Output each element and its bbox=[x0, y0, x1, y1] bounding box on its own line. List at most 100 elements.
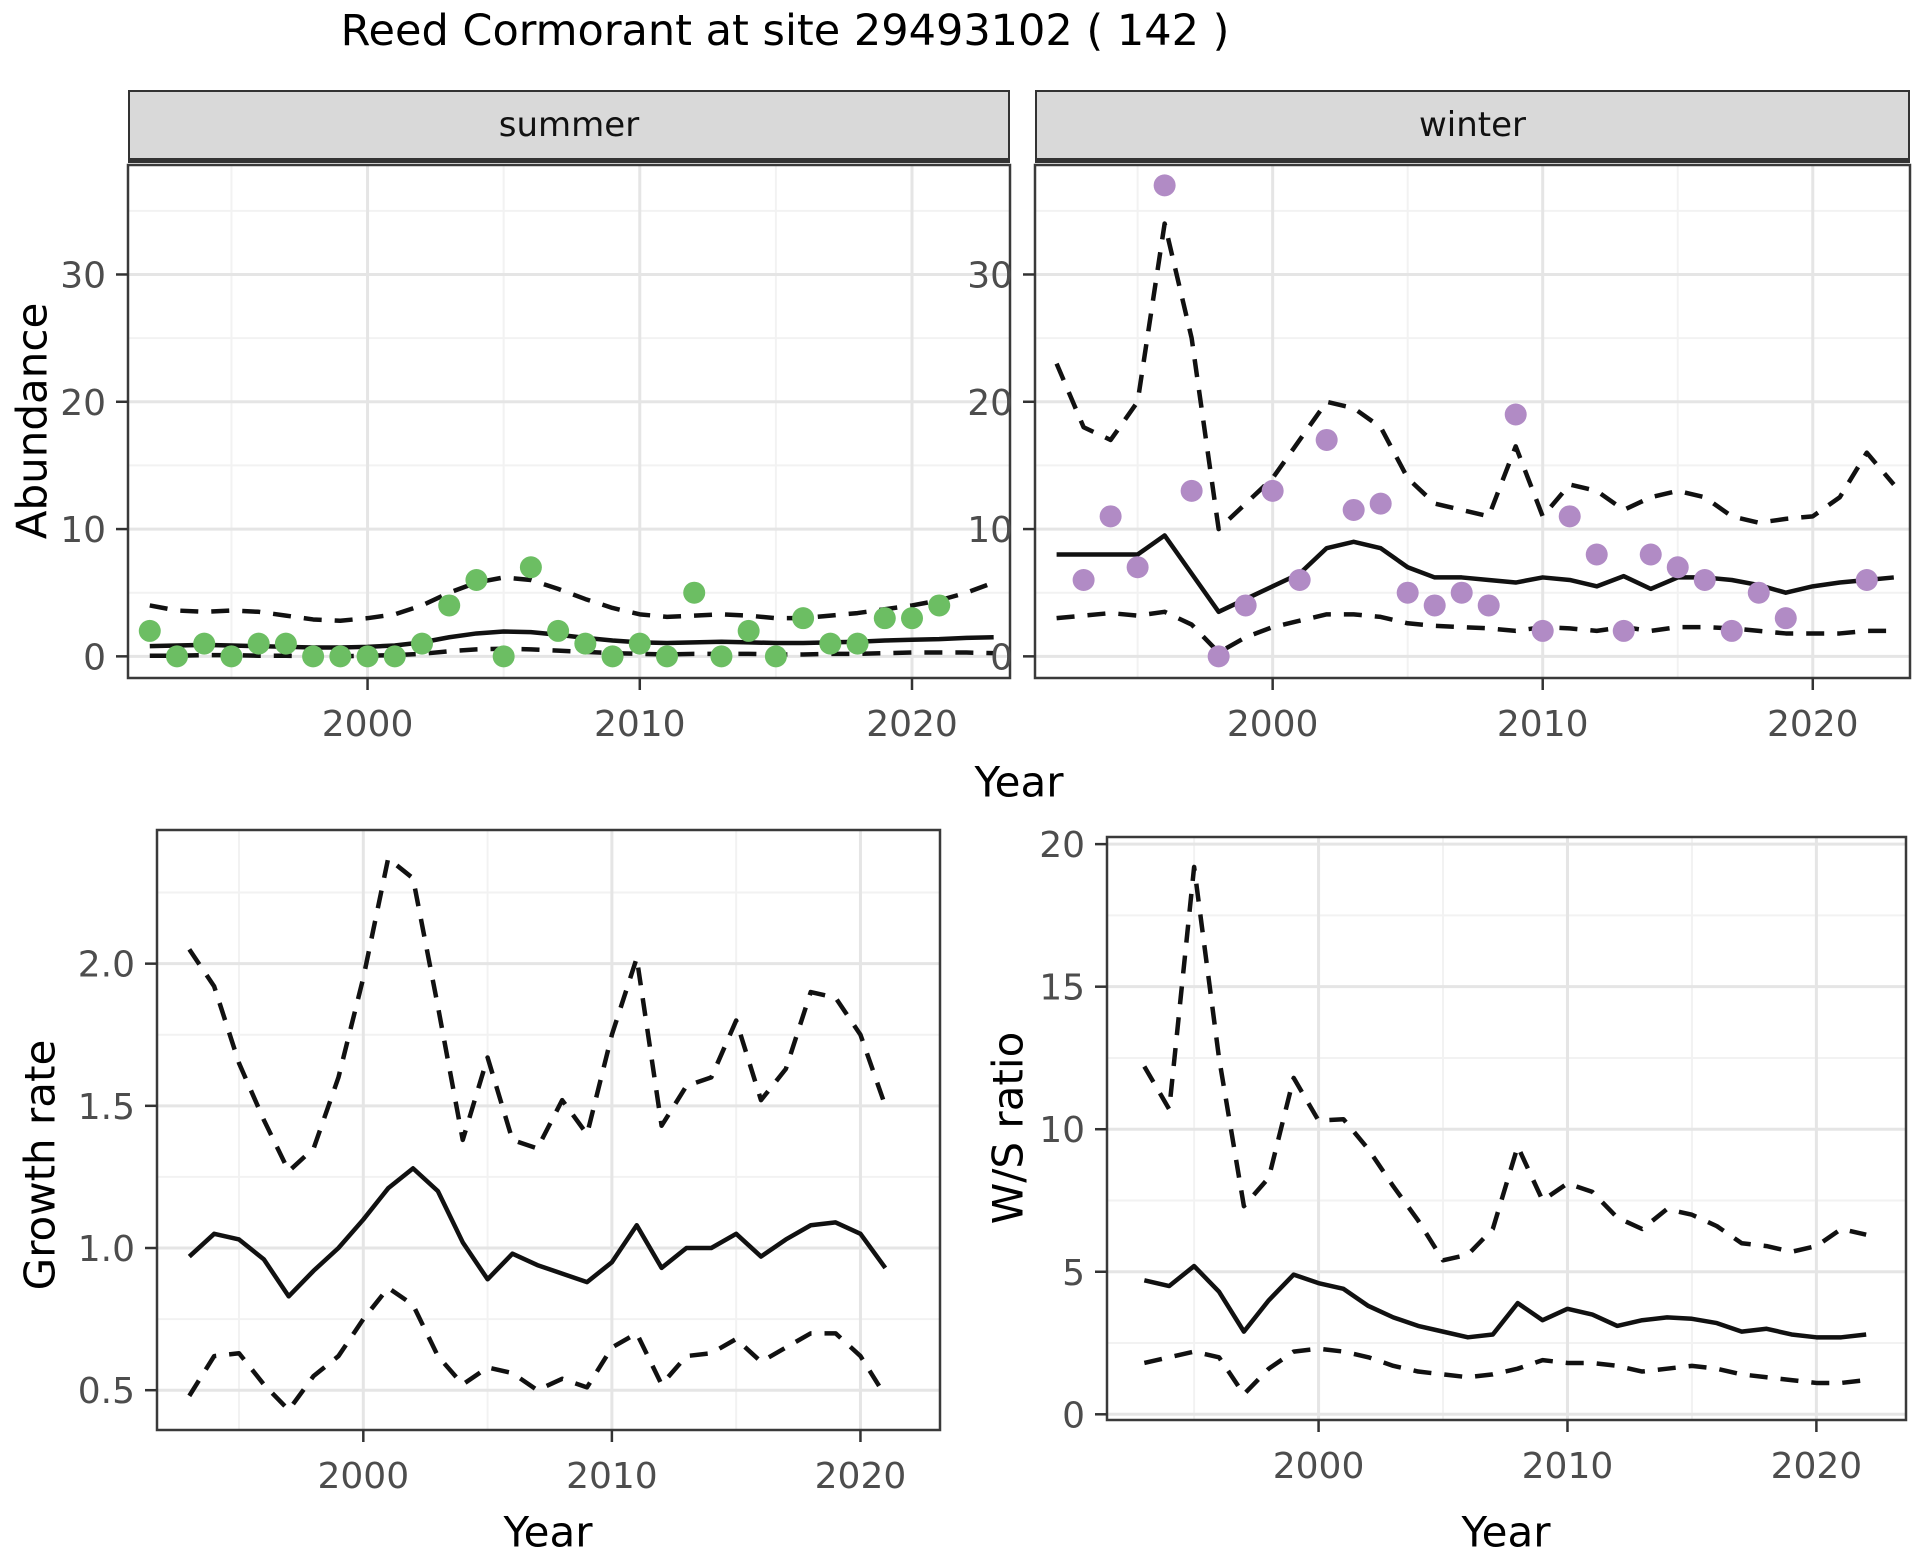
data-point-summer bbox=[356, 645, 379, 668]
data-point-winter bbox=[1855, 568, 1878, 591]
data-point-summer bbox=[193, 632, 216, 655]
y-tick-label: 5 bbox=[1062, 1253, 1085, 1294]
y-tick-label: 10 bbox=[60, 510, 106, 551]
data-point-summer bbox=[901, 607, 923, 630]
data-point-summer bbox=[438, 594, 461, 617]
data-point-summer bbox=[737, 619, 760, 642]
data-point-winter bbox=[1585, 543, 1608, 566]
data-point-summer bbox=[601, 645, 624, 668]
y-tick-label: 20 bbox=[60, 383, 106, 424]
data-point-winter bbox=[1693, 568, 1716, 591]
y-tick-label: 20 bbox=[967, 383, 1013, 424]
panel-border bbox=[126, 163, 1012, 680]
data-point-winter bbox=[1261, 479, 1284, 502]
data-point-summer bbox=[274, 632, 297, 655]
data-point-summer bbox=[492, 645, 515, 668]
figure-title: Reed Cormorant at site 29493102 ( 142 ) bbox=[340, 6, 1230, 56]
y-tick-label: 2.0 bbox=[78, 945, 135, 986]
data-point-winter bbox=[1666, 556, 1689, 579]
x-tick-label: 2010 bbox=[594, 704, 686, 745]
y-tick-label: 15 bbox=[1039, 968, 1085, 1009]
series-ci_lower bbox=[1056, 609, 1894, 655]
data-point-summer bbox=[247, 632, 270, 655]
data-point-winter bbox=[1126, 556, 1149, 579]
data-point-summer bbox=[764, 645, 787, 668]
data-point-winter bbox=[1423, 594, 1446, 617]
facet-strip-summer: summer bbox=[128, 90, 1010, 163]
series-ci_lower bbox=[149, 646, 994, 659]
data-point-summer bbox=[138, 619, 161, 642]
data-point-summer bbox=[574, 632, 597, 655]
y-axis-label-growth-rate: Growth rate bbox=[15, 1039, 65, 1291]
facet-strip-summer-label: summer bbox=[498, 105, 640, 145]
x-tick-label: 2010 bbox=[1497, 704, 1589, 745]
y-tick-label: 10 bbox=[1039, 1110, 1085, 1151]
x-axis-label-year-top: Year bbox=[974, 757, 1064, 807]
y-tick-label: 0 bbox=[1062, 1395, 1085, 1436]
x-tick-label: 2020 bbox=[1771, 1446, 1863, 1487]
y-tick-label: 0.5 bbox=[78, 1371, 135, 1412]
x-tick-label: 2020 bbox=[1767, 704, 1859, 745]
data-point-summer bbox=[628, 632, 651, 655]
data-point-summer bbox=[873, 607, 896, 630]
data-point-winter bbox=[1315, 428, 1338, 451]
data-point-winter bbox=[1747, 581, 1770, 604]
y-tick-label: 10 bbox=[967, 510, 1013, 551]
facet-strip-winter-label: winter bbox=[1418, 105, 1527, 145]
y-tick-label: 0 bbox=[83, 637, 106, 678]
data-point-summer bbox=[166, 645, 188, 668]
data-point-summer bbox=[547, 619, 570, 642]
y-tick-label: 1.0 bbox=[78, 1229, 135, 1270]
x-tick-label: 2000 bbox=[318, 1456, 410, 1497]
x-tick-label: 2000 bbox=[1273, 1446, 1365, 1487]
data-point-winter bbox=[1369, 492, 1392, 515]
x-tick-label: 2020 bbox=[815, 1456, 907, 1497]
data-point-winter bbox=[1531, 619, 1554, 642]
x-tick-label: 2010 bbox=[566, 1456, 658, 1497]
facet-strip-winter: winter bbox=[1035, 90, 1910, 163]
panel-growth: 2000 2010 2020 0.5 1.0 1.5 2.0 bbox=[78, 828, 942, 1497]
data-point-summer bbox=[928, 594, 951, 617]
data-point-summer bbox=[792, 607, 815, 630]
data-point-winter bbox=[1099, 505, 1122, 528]
data-point-winter bbox=[1207, 645, 1230, 668]
data-point-summer bbox=[819, 632, 842, 655]
x-tick-label: 2020 bbox=[866, 704, 958, 745]
x-tick-label: 2000 bbox=[1227, 704, 1319, 745]
data-point-winter bbox=[1558, 505, 1581, 528]
panel-border bbox=[1033, 163, 1912, 680]
data-point-winter bbox=[1288, 568, 1311, 591]
data-point-summer bbox=[302, 645, 325, 668]
data-point-summer bbox=[465, 568, 488, 591]
data-point-summer bbox=[710, 645, 733, 668]
data-point-winter bbox=[1504, 403, 1527, 426]
data-point-summer bbox=[846, 632, 869, 655]
data-point-summer bbox=[220, 645, 243, 668]
data-point-winter bbox=[1072, 568, 1095, 591]
data-point-summer bbox=[411, 632, 433, 655]
y-tick-label: 30 bbox=[967, 255, 1013, 296]
series-ci_upper bbox=[1142, 864, 1867, 1263]
series-fit bbox=[187, 1166, 888, 1299]
data-point-winter bbox=[1612, 619, 1635, 642]
y-tick-label: 1.5 bbox=[78, 1087, 135, 1128]
data-point-summer bbox=[329, 645, 352, 668]
y-axis-label-abundance: Abundance bbox=[7, 302, 57, 540]
x-axis-label-year-growth: Year bbox=[503, 1507, 593, 1557]
y-axis-label-ws-ratio: W/S ratio bbox=[983, 1031, 1033, 1225]
data-point-winter bbox=[1342, 498, 1365, 521]
data-point-winter bbox=[1720, 619, 1743, 642]
series-ci_lower bbox=[187, 1285, 888, 1413]
series-ci_upper bbox=[1054, 221, 1896, 532]
series-fit bbox=[1143, 1263, 1867, 1340]
y-tick-label: 0 bbox=[990, 637, 1013, 678]
y-tick-label: 20 bbox=[1039, 825, 1085, 866]
series-ci_upper bbox=[149, 575, 995, 623]
data-point-winter bbox=[1477, 594, 1500, 617]
x-tick-label: 2010 bbox=[1522, 1446, 1614, 1487]
y-tick-label: 30 bbox=[60, 255, 106, 296]
data-point-winter bbox=[1153, 174, 1176, 197]
